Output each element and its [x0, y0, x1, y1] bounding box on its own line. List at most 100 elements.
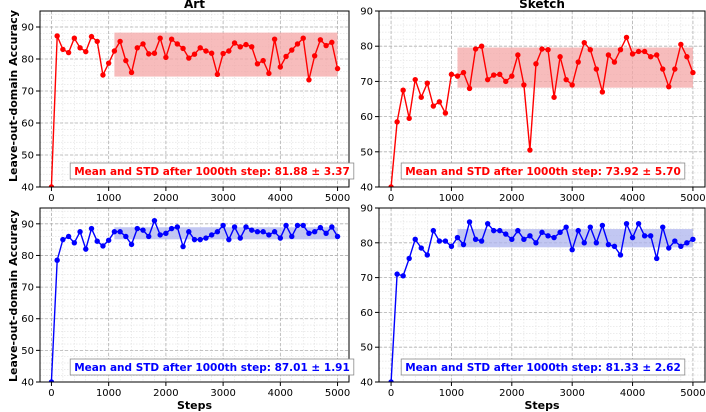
data-point	[311, 229, 318, 235]
annotation: Mean and STD after 1000th step: 81.33 ± …	[400, 358, 686, 376]
data-point	[605, 52, 612, 58]
y-axis-label-top: Leave-out-domain Accuracy	[7, 10, 20, 182]
plot-frame	[378, 207, 706, 383]
data-point	[593, 66, 600, 72]
data-point	[551, 94, 557, 100]
data-point	[220, 222, 226, 229]
data-point	[660, 66, 666, 72]
data-point	[237, 235, 243, 241]
data-point	[442, 110, 449, 116]
data-point	[83, 246, 89, 252]
x-tick-label: 5000	[325, 388, 350, 399]
data-point	[180, 243, 186, 250]
data-point	[151, 50, 158, 56]
data-point	[503, 78, 509, 85]
x-tick-label: 1000	[96, 193, 121, 204]
data-point	[146, 51, 152, 57]
data-point	[111, 229, 118, 235]
data-point	[128, 69, 135, 76]
data-point	[54, 33, 60, 39]
series	[48, 217, 341, 382]
data-point	[83, 48, 89, 55]
data-point	[515, 227, 521, 234]
data-point	[497, 71, 503, 78]
x-axis-label: Steps	[177, 399, 213, 412]
data-point	[654, 52, 660, 58]
data-point	[123, 233, 129, 240]
y-tick-label: 50	[21, 151, 34, 162]
y-tick-label: 60	[360, 112, 373, 123]
data-point	[418, 245, 424, 251]
y-tick-label: 70	[360, 77, 373, 88]
data-point	[254, 61, 261, 67]
data-point	[424, 252, 430, 258]
data-point	[430, 227, 437, 234]
data-point	[306, 77, 312, 83]
data-point	[412, 236, 418, 243]
data-point	[641, 48, 648, 55]
data-point	[503, 231, 509, 237]
plot-area	[379, 11, 705, 187]
data-point	[191, 236, 198, 243]
x-tick-label: 1000	[439, 193, 464, 204]
data-point	[569, 247, 575, 253]
data-point	[545, 233, 551, 239]
data-point	[300, 222, 306, 229]
x-tick-label: 4000	[268, 193, 293, 204]
data-point	[168, 225, 175, 232]
series	[388, 34, 696, 187]
data-point	[48, 379, 55, 382]
series	[388, 219, 696, 382]
x-tick-label: 5000	[680, 193, 705, 204]
y-tick-label: 80	[21, 251, 34, 262]
data-point	[117, 229, 123, 235]
data-point	[611, 243, 618, 249]
x-tick-label: 1000	[96, 388, 121, 399]
data-point	[323, 42, 329, 49]
data-point	[660, 224, 666, 230]
data-point	[527, 147, 533, 153]
data-point	[430, 103, 437, 109]
data-point	[105, 60, 112, 66]
data-point	[203, 235, 209, 241]
y-tick-label: 60	[360, 308, 373, 319]
annotation-box	[400, 162, 686, 180]
chart-panel-2: 0 1000 2000 3000 4000 5000 40 50 60 70 80 90 Sketch M…	[360, 0, 705, 204]
data-point	[94, 238, 100, 244]
plot-frame	[378, 10, 706, 188]
data-point	[521, 82, 527, 88]
data-point	[140, 41, 146, 47]
data-point	[317, 224, 324, 231]
data-point	[533, 61, 539, 67]
data-point	[128, 241, 135, 248]
data-point	[672, 238, 678, 244]
y-axis-label-bottom: Leave-out-domain Accuracy	[7, 210, 20, 382]
x-tick-label: 0	[388, 388, 394, 399]
x-tick-label: 2000	[499, 193, 524, 204]
data-point	[436, 238, 443, 244]
data-point	[289, 233, 295, 240]
data-point	[151, 217, 158, 224]
data-point	[617, 47, 624, 53]
data-point	[575, 227, 581, 234]
annotation-text: Mean and STD after 1000th step: 81.33 ± …	[405, 362, 681, 374]
data-point	[436, 99, 443, 105]
y-tick-label: 40	[360, 183, 373, 194]
x-tick-label: 3000	[210, 193, 235, 204]
data-point	[654, 255, 660, 262]
data-point	[157, 35, 163, 41]
data-point	[111, 48, 118, 54]
data-point	[186, 229, 192, 235]
data-point	[146, 233, 152, 240]
data-point	[400, 273, 406, 279]
data-point	[54, 257, 60, 263]
x-tick-label: 0	[48, 193, 54, 204]
y-tick-label: 50	[21, 346, 34, 357]
data-point	[412, 76, 418, 83]
x-tick-label: 3000	[559, 388, 584, 399]
y-tick-label: 90	[21, 23, 34, 34]
y-tick-label: 80	[21, 55, 34, 66]
y-tick-label: 90	[360, 7, 373, 18]
data-point	[283, 222, 289, 229]
data-point	[666, 245, 672, 251]
